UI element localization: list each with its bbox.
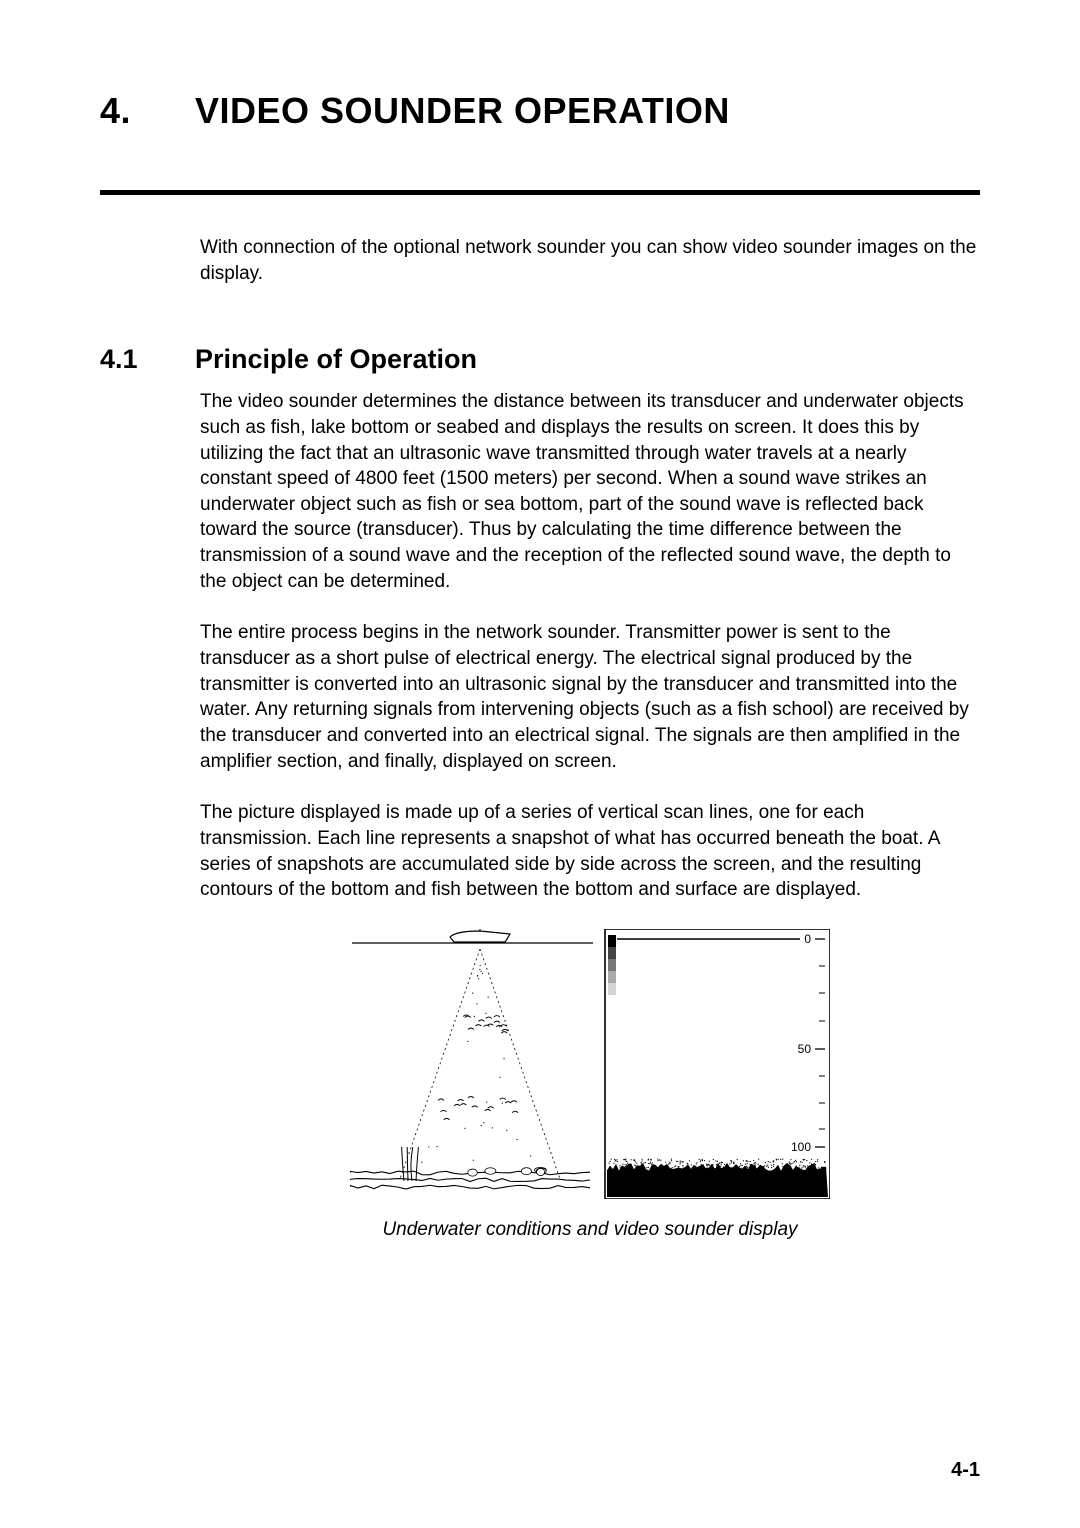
paragraph-3: The picture displayed is made up of a se… [200,800,980,903]
chapter-rule [100,190,980,195]
figure-caption: Underwater conditions and video sounder … [200,1219,980,1241]
svg-text:100: 100 [791,1140,811,1154]
intro-paragraph: With connection of the optional network … [200,235,980,286]
section-number: 4.1 [100,344,195,375]
paragraph-1: The video sounder determines the distanc… [200,389,980,594]
chapter-number: 4. [100,90,195,132]
section-title: 4.1Principle of Operation [100,344,980,375]
chapter-title-text: VIDEO SOUNDER OPERATION [195,90,730,131]
svg-text:50: 50 [798,1042,812,1056]
sounder-figure: 0 50 100 [350,929,830,1199]
svg-text:0: 0 [804,932,811,946]
chapter-title: 4.VIDEO SOUNDER OPERATION [100,90,980,142]
figure-wrap: 0 50 100 [200,929,980,1199]
paragraph-2: The entire process begins in the network… [200,620,980,774]
section-title-text: Principle of Operation [195,344,477,374]
page-number: 4-1 [951,1459,980,1482]
